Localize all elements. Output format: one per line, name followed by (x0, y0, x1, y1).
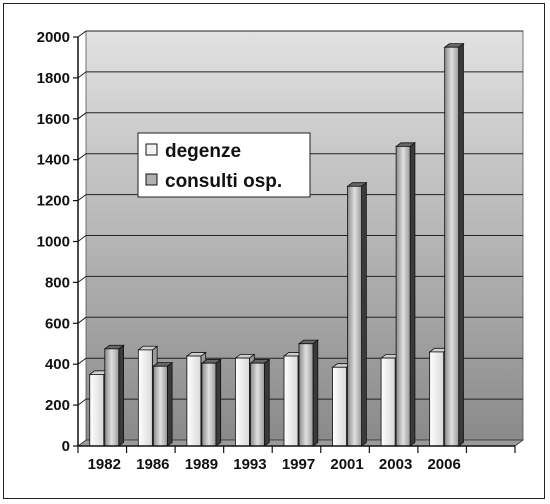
y-tick-label-1600: 1600 (37, 111, 70, 128)
y-tick-label-2000: 2000 (37, 29, 70, 46)
bar-degenze-1993 (235, 357, 250, 447)
y-tick-label-1200: 1200 (37, 193, 70, 210)
bar-consulti-2001-side (361, 181, 367, 447)
y-tick-label-400: 400 (45, 356, 70, 373)
x-tick-label-2006: 2006 (427, 456, 460, 473)
bar-degenze-2003 (380, 357, 396, 447)
bar-degenze-2006 (429, 351, 445, 447)
legend-swatch-consulti (145, 173, 158, 186)
y-tick-label-0: 0 (62, 438, 70, 455)
y-tick-label-1400: 1400 (37, 152, 70, 169)
bar-consulti-1989-side (215, 358, 222, 447)
gridline-1200 (77, 194, 523, 202)
bar-consulti-2001 (347, 185, 362, 447)
bar-consulti-1993-side (264, 358, 270, 447)
gridline-2000 (77, 30, 523, 38)
x-tick-label-1986: 1986 (136, 456, 169, 473)
gridline-200 (77, 398, 523, 406)
x-tick-label-1982: 1982 (88, 456, 121, 473)
bar-consulti-1982-side (118, 344, 124, 447)
bar-consulti-1993 (250, 362, 265, 447)
bar-consulti-1989 (201, 362, 217, 447)
bar-consulti-1997 (298, 343, 314, 447)
y-tick-label-1800: 1800 (37, 70, 70, 87)
bar-degenze-1986 (137, 349, 153, 447)
gridline-800 (77, 275, 523, 283)
y-tick-label-800: 800 (45, 274, 70, 291)
gridline-1400 (77, 153, 523, 161)
x-tick-label-1993: 1993 (233, 456, 266, 473)
x-tick-label-1997: 1997 (282, 456, 315, 473)
bar-consulti-2003 (395, 146, 411, 447)
bar-consulti-1986 (152, 365, 168, 447)
legend-label-consulti: consulti osp. (165, 171, 282, 192)
gridline-400 (77, 357, 523, 365)
gridline-1800 (77, 71, 523, 79)
legend-swatch-degenze (145, 143, 158, 156)
bar-degenze-2001 (332, 366, 347, 447)
bar-degenze-1989 (186, 355, 202, 447)
legend-label-degenze: degenze (165, 141, 241, 162)
bar-degenze-1982 (89, 374, 105, 447)
x-tick-label-1989: 1989 (185, 456, 218, 473)
bar-consulti-1986-side (166, 361, 173, 447)
gridline-1000 (77, 235, 523, 242)
bar-degenze-1997 (283, 355, 299, 447)
legend-box (137, 132, 311, 198)
legend: degenze consulti osp. (137, 132, 311, 198)
bar-consulti-1997-side (312, 339, 319, 447)
bar-consulti-2003-side (409, 142, 416, 447)
bar-consulti-2006-side (458, 42, 464, 447)
y-tick-label-200: 200 (45, 397, 70, 414)
bar-consulti-1982 (104, 348, 120, 447)
bar-consulti-2006 (444, 46, 460, 447)
gridline-1600 (77, 112, 523, 120)
gridline-600 (77, 316, 523, 324)
x-tick-label-2003: 2003 (379, 456, 412, 473)
x-tick-label-2001: 2001 (330, 456, 363, 473)
y-tick-label-600: 600 (45, 315, 70, 332)
y-tick-label-1000: 1000 (37, 234, 70, 251)
